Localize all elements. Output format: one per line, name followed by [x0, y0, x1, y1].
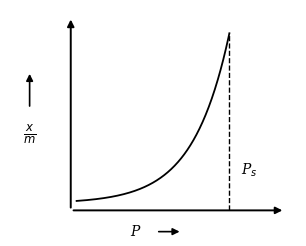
Text: P: P — [131, 225, 140, 239]
Text: $\frac{x}{m}$: $\frac{x}{m}$ — [23, 123, 36, 146]
Text: P$_s$: P$_s$ — [241, 162, 258, 179]
